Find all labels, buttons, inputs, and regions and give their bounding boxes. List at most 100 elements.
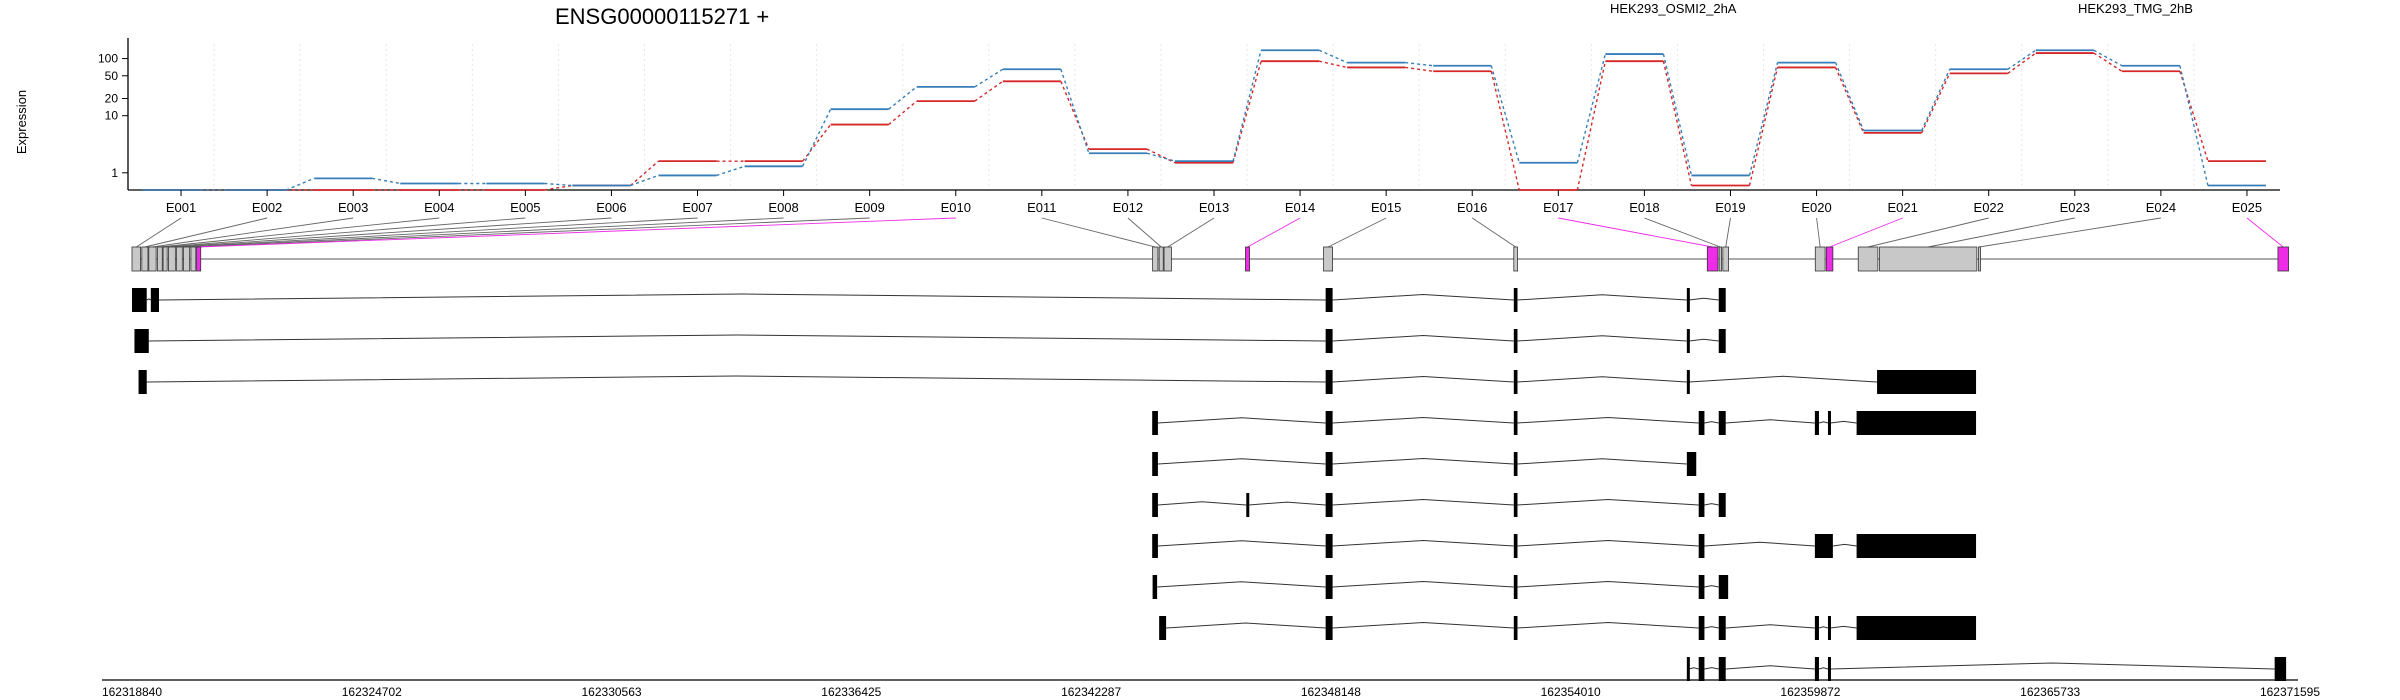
transcript-track <box>1152 411 1977 435</box>
intron-line <box>1332 457 1514 465</box>
transcript-exon <box>1686 452 1697 476</box>
series-2-connector <box>2179 65 2209 186</box>
intron-line <box>1517 294 1687 301</box>
intron-line <box>1332 580 1514 588</box>
transcript-exon <box>1246 493 1250 517</box>
intron-line <box>1332 293 1514 301</box>
intron-line <box>1704 626 1719 629</box>
series-2-connector <box>372 177 401 185</box>
exon-block <box>156 246 163 272</box>
exon-connector-line <box>1867 217 1989 248</box>
intron-line <box>1725 624 1815 629</box>
transcript-exon <box>1513 288 1518 312</box>
series-2-connector <box>1921 68 1951 131</box>
series-1-connector <box>2179 71 2209 162</box>
intron-line <box>1332 334 1514 342</box>
genomic-coordinate-label: 162330563 <box>582 685 642 699</box>
intron-line <box>1248 501 1326 506</box>
intron-line <box>1517 498 1699 506</box>
series-2-connector <box>1318 49 1348 64</box>
exon-block <box>141 246 149 272</box>
intron-line <box>1157 458 1326 465</box>
genomic-coordinate-label: 162324702 <box>342 685 402 699</box>
exon-block <box>176 246 183 272</box>
genomic-coordinate-label: 162318840 <box>102 685 162 699</box>
series-2 <box>142 49 2266 191</box>
transcript-track <box>1152 452 1697 476</box>
series-2-connector <box>802 108 832 167</box>
exon-block <box>1245 246 1250 272</box>
exon-label: E013 <box>1199 200 1229 215</box>
intron-line <box>1704 503 1719 506</box>
transcript-exon <box>1325 534 1333 558</box>
transcript-exon <box>1718 329 1726 353</box>
exon-block <box>196 246 202 272</box>
transcript-exon <box>1513 616 1518 640</box>
plot-area: 1 10 20 50 100 E001 E002 E003 E004 E005 E006 E007 E0… <box>98 38 2320 699</box>
transcript-exon <box>1513 493 1518 517</box>
intron-line <box>1704 541 1815 547</box>
transcript-exon <box>150 288 159 312</box>
transcript-exon <box>1698 493 1705 517</box>
series-1-connector <box>630 160 659 187</box>
y-tick-label: 50 <box>105 69 119 83</box>
exon-label: E009 <box>854 200 884 215</box>
transcript-exon <box>1513 452 1518 476</box>
series-2-connector <box>285 177 315 191</box>
transcript-exon <box>1325 493 1333 517</box>
transcript-exon <box>1513 575 1518 599</box>
series-2-connector <box>1405 61 1434 67</box>
transcript-exon <box>1325 288 1333 312</box>
transcript-exon <box>1718 288 1726 312</box>
transcript-exon <box>1718 411 1726 435</box>
genomic-coordinate-label: 162336425 <box>821 685 881 699</box>
intron-line <box>1332 539 1514 547</box>
series-2-connector <box>630 174 659 187</box>
series-1-connector <box>1748 67 1779 186</box>
transcript-exon <box>1513 370 1518 394</box>
exon-block <box>1163 246 1172 272</box>
exon-connector-line <box>1979 217 2161 248</box>
exon-connector-line <box>193 217 870 248</box>
exon-block <box>1879 246 1978 272</box>
y-tick-label: 1 <box>111 166 118 180</box>
intron-line <box>1332 498 1514 506</box>
exon-connector-line <box>2246 217 2284 248</box>
exon-label: E002 <box>252 200 282 215</box>
intron-line <box>1332 416 1514 424</box>
exon-block <box>1825 246 1834 272</box>
series-1-connector <box>1490 71 1520 191</box>
exon-label: E024 <box>2146 200 2176 215</box>
intron-line <box>1832 543 1857 547</box>
y-tick-label: 10 <box>105 109 119 123</box>
series-1-connector <box>544 184 573 191</box>
exon-connector-line <box>1829 217 1903 248</box>
exon-label: E017 <box>1543 200 1573 215</box>
legend-label-series-2: HEK293_TMG_2hB <box>2078 1 2193 16</box>
transcript-exon <box>1152 493 1158 517</box>
transcript-exon <box>1325 452 1333 476</box>
transcript-exon <box>1325 329 1333 353</box>
transcript-exon <box>1718 575 1729 599</box>
transcript-exon <box>1698 657 1705 681</box>
genomic-coordinate-label: 162371595 <box>2260 685 2320 699</box>
transcript-exon <box>1877 370 1977 394</box>
intron-line <box>1517 539 1699 547</box>
exon-label: E012 <box>1113 200 1143 215</box>
exon-connector-line <box>1247 217 1301 248</box>
exon-label: E020 <box>1801 200 1831 215</box>
exon-connector-line <box>179 217 698 248</box>
intron-line <box>1157 581 1326 588</box>
series-2-connector <box>1490 65 1520 163</box>
series-1-connector <box>1318 60 1348 69</box>
exon-label: E001 <box>166 200 196 215</box>
transcript-exon <box>2274 657 2287 681</box>
transcript-exon <box>1513 329 1518 353</box>
transcript-track <box>134 329 1726 353</box>
transcript-exon <box>1698 534 1705 558</box>
transcript-exon <box>134 329 149 353</box>
y-axis-label: Expression <box>14 90 29 154</box>
exon-block <box>1158 246 1164 272</box>
intron-line <box>1517 580 1699 588</box>
exon-block <box>190 246 197 272</box>
